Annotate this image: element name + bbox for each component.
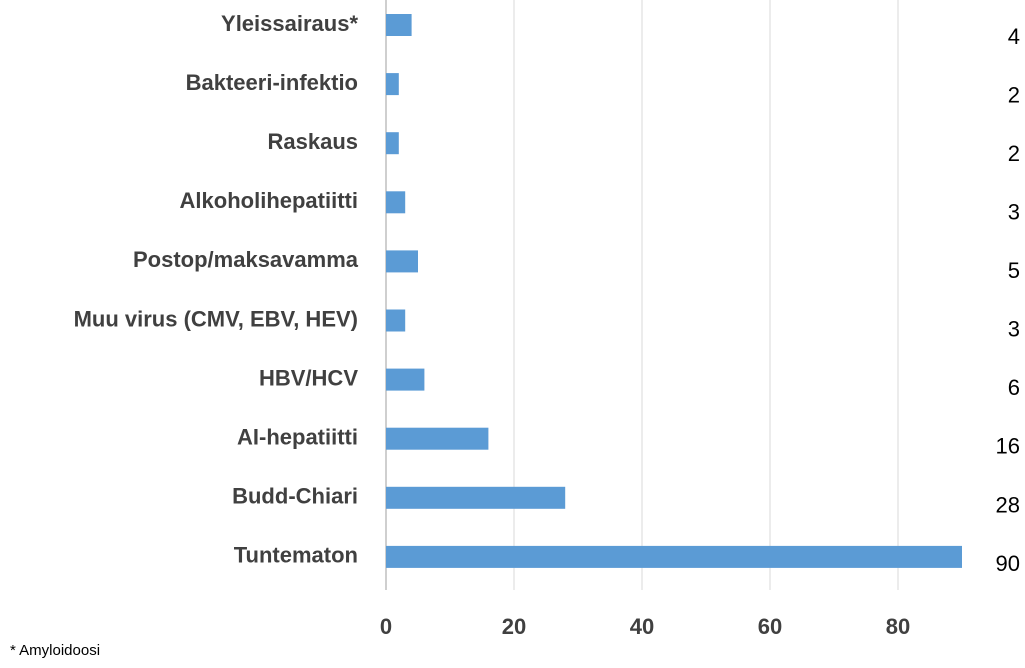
y-tick-label: Postop/maksavamma	[133, 247, 359, 272]
x-tick-label: 40	[630, 614, 654, 639]
y-tick-label: Tuntematon	[234, 543, 358, 568]
bar	[386, 73, 399, 96]
bar	[386, 427, 489, 450]
y-tick-label: AI-hepatiitti	[237, 425, 358, 450]
y-tick-label: HBV/HCV	[259, 365, 358, 390]
bar	[386, 486, 566, 509]
y-tick-label: Bakteeri-infektio	[186, 70, 358, 95]
bar	[386, 545, 962, 568]
value-label: 4	[1008, 24, 1020, 49]
bar	[386, 309, 406, 332]
bar	[386, 250, 418, 273]
y-tick-label: Budd-Chiari	[232, 484, 358, 509]
value-label: 6	[1008, 375, 1020, 400]
value-label: 2	[1008, 82, 1020, 107]
y-tick-label: Alkoholihepatiitti	[180, 188, 358, 213]
bar	[386, 191, 406, 214]
value-label: 5	[1008, 258, 1020, 283]
x-tick-label: 0	[380, 614, 392, 639]
value-label: 90	[996, 551, 1020, 576]
value-label: 2	[1008, 141, 1020, 166]
x-tick-label: 80	[886, 614, 910, 639]
value-label: 16	[996, 434, 1020, 459]
value-label: 3	[1008, 317, 1020, 342]
bar	[386, 132, 399, 155]
value-label: 3	[1008, 199, 1020, 224]
value-label: 28	[996, 492, 1020, 517]
y-tick-label: Raskaus	[267, 129, 358, 154]
y-tick-label: Muu virus (CMV, EBV, HEV)	[74, 306, 358, 331]
bar	[386, 368, 425, 391]
footnote: * Amyloidoosi	[10, 642, 100, 659]
x-tick-label: 20	[502, 614, 526, 639]
x-tick-label: 60	[758, 614, 782, 639]
bar	[386, 14, 412, 36]
y-tick-label: Yleissairaus*	[221, 11, 358, 36]
